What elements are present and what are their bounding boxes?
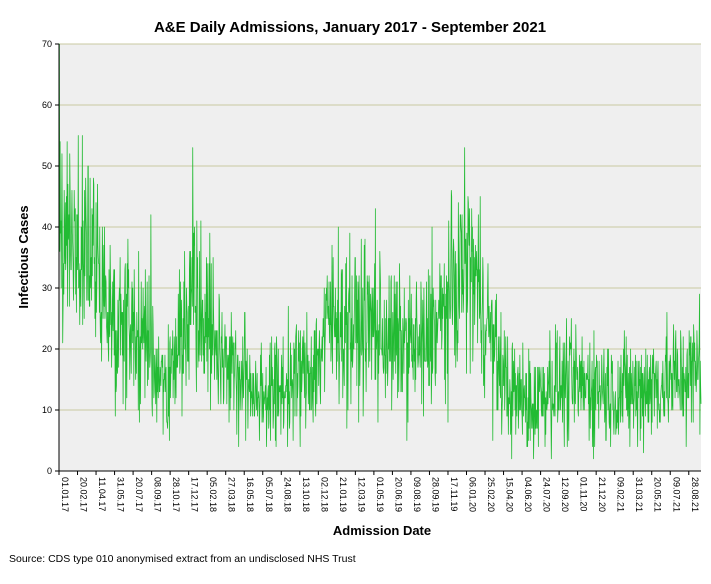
x-tick-label: 01.01.17: [60, 477, 70, 512]
x-tick-label: 31.03.21: [634, 477, 644, 512]
x-tick-label: 12.03.19: [356, 477, 366, 512]
x-tick-label: 05.07.18: [264, 477, 274, 512]
x-tick-label: 13.10.18: [301, 477, 311, 512]
x-tick-label: 20.06.19: [393, 477, 403, 512]
x-tick-label: 01.05.19: [375, 477, 385, 512]
y-tick-label: 40: [42, 222, 52, 232]
x-tick-label: 28.08.21: [690, 477, 700, 512]
x-tick-label: 02.12.18: [319, 477, 329, 512]
y-tick-label: 70: [42, 39, 52, 49]
x-tick-label: 11.04.17: [97, 477, 107, 511]
x-tick-label: 21.12.20: [597, 477, 607, 512]
x-tick-label: 09.07.21: [671, 477, 681, 512]
x-tick-label: 21.01.19: [338, 477, 348, 512]
x-tick-label: 31.05.17: [116, 477, 126, 512]
y-tick-label: 10: [42, 405, 52, 415]
x-tick-label: 04.06.20: [523, 477, 533, 512]
x-tick-label: 12.09.20: [560, 477, 570, 512]
x-tick-label: 16.05.18: [245, 477, 255, 512]
y-tick-label: 60: [42, 100, 52, 110]
x-tick-label: 24.07.20: [542, 477, 552, 512]
x-tick-label: 20.05.21: [653, 477, 663, 512]
x-axis-title: Admission Date: [333, 523, 431, 538]
x-tick-label: 20.02.17: [79, 477, 89, 512]
y-axis-ticks: 0 10 20 30 40 50 60 70: [42, 39, 59, 476]
y-tick-label: 30: [42, 283, 52, 293]
x-axis-ticks: 01.01.17 20.02.17 11.04.17 31.05.17 20.07.17…: [58, 471, 700, 512]
series-line-admissions: [58, 43, 702, 460]
x-tick-label: 09.08.19: [412, 477, 422, 512]
x-tick-label: 20.07.17: [134, 477, 144, 512]
y-tick-label: 50: [42, 161, 52, 171]
x-tick-label: 28.10.17: [171, 477, 181, 512]
x-tick-label: 09.02.21: [616, 477, 626, 512]
x-tick-label: 25.02.20: [486, 477, 496, 512]
x-tick-label: 06.01.20: [468, 477, 478, 512]
y-tick-label: 0: [47, 466, 52, 476]
x-tick-label: 17.11.19: [449, 477, 459, 511]
y-axis-title: Infectious Cases: [16, 205, 31, 308]
x-tick-label: 17.12.17: [190, 477, 200, 512]
chart-title: A&E Daily Admissions, January 2017 - Sep…: [154, 19, 546, 36]
x-tick-label: 15.04.20: [505, 477, 515, 512]
x-tick-label: 08.09.17: [153, 477, 163, 512]
x-tick-label: 01.11.20: [579, 477, 589, 511]
x-tick-label: 24.08.18: [282, 477, 292, 512]
x-tick-label: 28.09.19: [430, 477, 440, 512]
x-tick-label: 27.03.18: [227, 477, 237, 512]
y-tick-label: 20: [42, 344, 52, 354]
x-tick-label: 05.02.18: [208, 477, 218, 512]
source-note: Source: CDS type 010 anonymised extract …: [9, 553, 356, 565]
